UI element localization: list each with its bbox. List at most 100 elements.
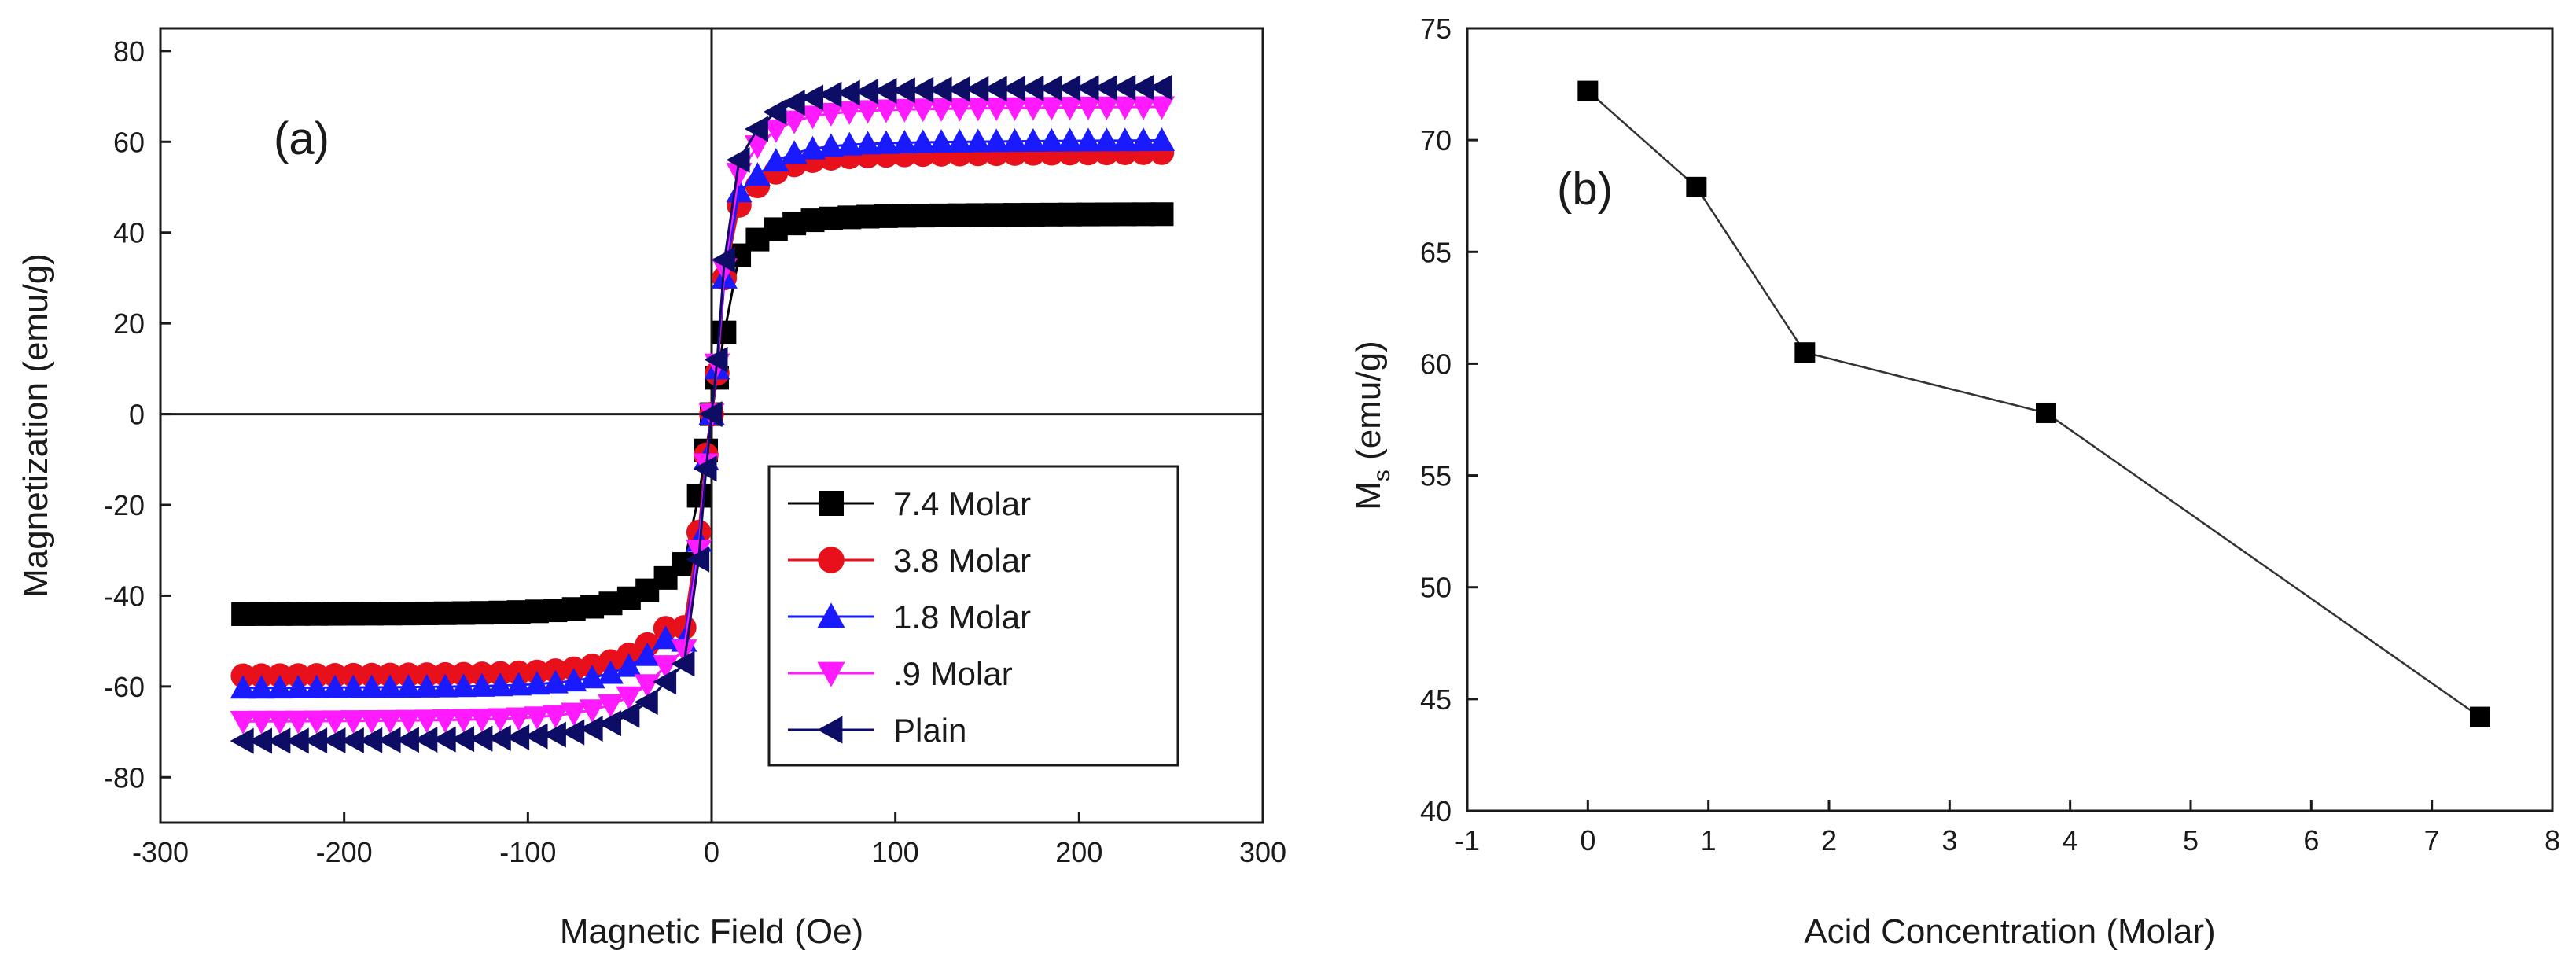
data-point: [432, 726, 456, 753]
data-point: [1148, 74, 1172, 101]
data-point: [726, 146, 750, 173]
data-point: [1130, 74, 1154, 101]
axis-ticks-a: -300 -200 -100 0 100 200 300-80-60-40-20020406…: [104, 35, 1286, 868]
data-point: [712, 320, 737, 344]
legend-a: 7.4 Molar 3.8 Molar 1.8 Molar .9 Molar Plain: [767, 465, 1179, 767]
data-point: [377, 709, 403, 734]
data-point: [616, 686, 642, 710]
data-point: [542, 721, 566, 748]
data-point: [377, 727, 401, 753]
data-point: [800, 135, 826, 160]
data-point: [230, 675, 256, 699]
data-point: [322, 727, 346, 754]
legend-label: 7.4 Molar: [893, 485, 1031, 522]
data-point: [983, 76, 1007, 102]
data-point: [946, 98, 973, 122]
data-point: [965, 76, 989, 102]
y-axis-label-b: Ms (emu/g): [1349, 341, 1395, 510]
data-point: [1075, 96, 1102, 120]
data-point: [451, 709, 477, 733]
x-tick-label-a: -300: [132, 836, 189, 868]
data-point: [653, 669, 677, 695]
data-point: [818, 133, 845, 157]
data-point: [597, 660, 624, 684]
data-point: [965, 98, 992, 122]
chart-panel-a: -300 -200 -100 0 100 200 300-80-60-40-20020406…: [17, 27, 1286, 951]
ms-data-point: [2470, 706, 2490, 727]
data-point: [322, 674, 348, 698]
data-point: [506, 672, 532, 696]
data-point: [965, 128, 992, 153]
legend-marker: [817, 716, 843, 744]
data-point: [359, 727, 383, 753]
data-point: [891, 77, 915, 104]
data-point: [524, 723, 548, 750]
series-group-b: [1577, 80, 2490, 727]
data-point: [818, 81, 842, 108]
data-point: [928, 76, 952, 103]
y-tick-label-a: -40: [104, 580, 145, 612]
data-point: [469, 725, 493, 752]
data-point: [432, 709, 458, 734]
data-point: [855, 100, 881, 124]
data-point: [1020, 97, 1047, 121]
data-point: [800, 105, 826, 130]
data-point: [469, 672, 495, 697]
y-tick-label-a: 0: [129, 399, 145, 431]
data-point: [561, 668, 587, 692]
data-point: [928, 98, 955, 122]
data-point: [693, 455, 717, 482]
data-point: [340, 674, 366, 698]
panel-label-a: (a): [274, 113, 329, 164]
data-point: [686, 546, 710, 573]
data-point: [1148, 96, 1175, 120]
data-point: [1038, 127, 1065, 152]
data-point: [524, 706, 550, 731]
data-point: [1057, 75, 1081, 101]
plot-frame-b: [1466, 27, 2554, 812]
y-tick-label-b: 45: [1420, 683, 1452, 716]
data-point: [763, 119, 789, 143]
data-point: [1057, 127, 1084, 152]
data-point: [1002, 76, 1026, 102]
data-point: [267, 727, 291, 754]
data-point: [414, 709, 440, 734]
data-point: [597, 710, 621, 737]
data-point: [634, 674, 661, 698]
x-tick-label-b: 6: [2303, 824, 2319, 856]
data-point: [1093, 127, 1120, 152]
data-point: [763, 148, 789, 172]
data-point: [395, 709, 421, 734]
data-point: [506, 724, 530, 751]
data-point: [248, 727, 273, 754]
legend-label: .9 Molar: [893, 655, 1013, 692]
data-point: [359, 674, 385, 698]
data-point: [671, 639, 697, 664]
legend-marker: [819, 491, 844, 516]
x-axis-label-a: Magnetic Field (Oe): [560, 912, 863, 951]
data-point: [763, 98, 787, 125]
data-point: [597, 694, 624, 718]
data-point: [634, 642, 661, 666]
x-tick-label-a: -200: [316, 836, 373, 868]
data-point: [267, 675, 293, 699]
y-tick-label-a: -20: [104, 489, 145, 521]
data-point: [616, 653, 642, 677]
x-tick-label-a: 300: [1239, 836, 1286, 868]
data-point: [711, 246, 735, 273]
data-point: [322, 710, 348, 735]
data-point: [1002, 97, 1029, 121]
data-point: [248, 710, 275, 735]
x-tick-label-b: -1: [1455, 824, 1480, 856]
data-point: [1020, 127, 1047, 152]
data-point: [340, 710, 366, 735]
data-point: [469, 709, 495, 733]
data-point: [744, 116, 768, 142]
ms-data-point: [1794, 342, 1816, 363]
data-point: [910, 76, 934, 103]
x-tick-label-a: 100: [872, 836, 919, 868]
y-tick-label-a: -60: [104, 671, 145, 703]
data-point: [983, 97, 1010, 121]
data-point: [946, 128, 973, 153]
